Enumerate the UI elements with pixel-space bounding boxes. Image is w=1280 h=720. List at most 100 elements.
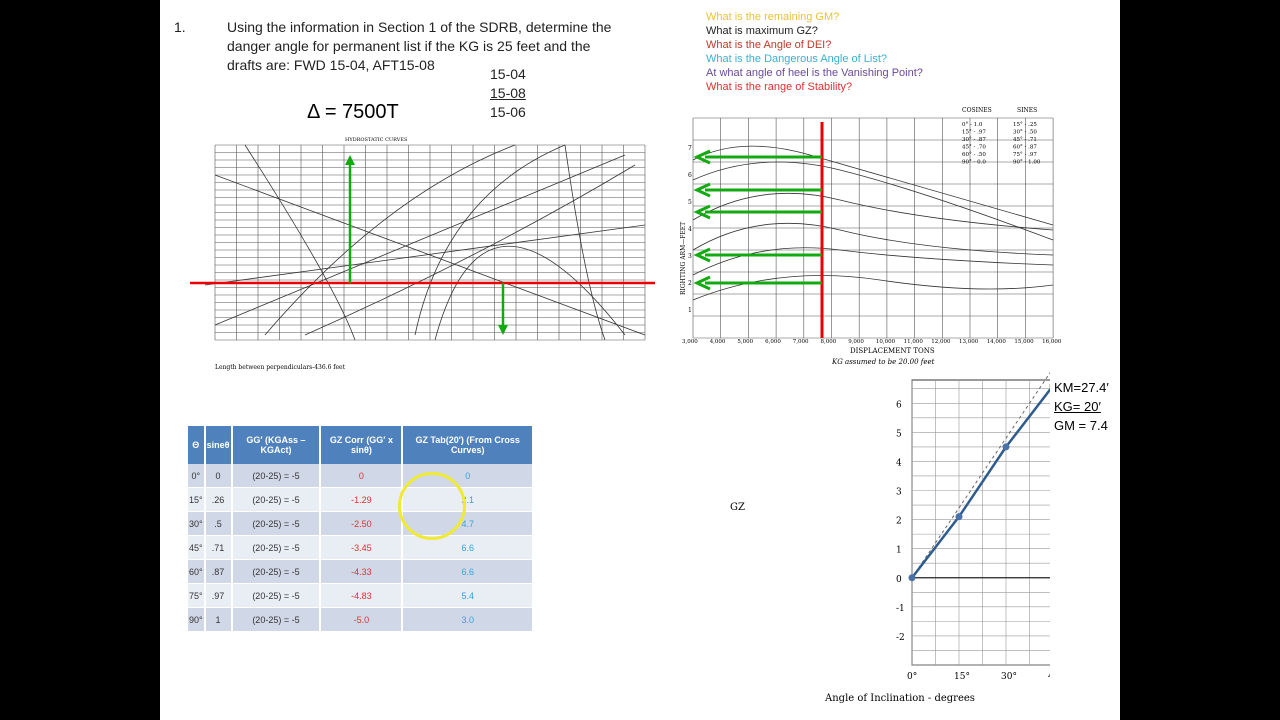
cosine-entry: 90° - 0.0 <box>962 160 986 166</box>
arrow-head-icon <box>693 204 711 220</box>
sine-entry: 60° - .87 <box>1013 145 1037 151</box>
y-tick-label: 1 <box>896 546 902 556</box>
question-item: What is the remaining GM? <box>706 11 840 23</box>
sine-entry: 90° - 1.00 <box>1013 160 1041 166</box>
sine-entry: 30° - .50 <box>1013 130 1037 136</box>
draft-aft: 15-08 <box>490 85 526 101</box>
table-cell: 60° <box>188 559 206 584</box>
table-row: 90° 1 (20-25) = -5 -5.0 3.0 <box>188 607 534 632</box>
problem-text: Using the information in Section 1 of th… <box>227 18 647 75</box>
problem-line: danger angle for permanent list if the K… <box>227 38 591 54</box>
table-cell: 30° <box>188 511 206 536</box>
table-row: 30° .5 (20-25) = -5 -2.50 4.7 <box>188 511 534 536</box>
x-tick-label: 11,000 <box>904 339 924 345</box>
x-tick-label: 45° <box>1048 672 1050 682</box>
x-tick-label: 15° <box>954 672 970 682</box>
table-cell: -1.29 <box>320 487 404 512</box>
arrow-head-icon <box>693 275 711 291</box>
table-cell: 6.6 <box>402 535 534 560</box>
table-cell: 90° <box>188 607 206 632</box>
cross-ylabel: RIGHTING ARM—FEET <box>680 222 687 295</box>
sine-entry: 15° - .25 <box>1013 122 1037 128</box>
table-cell: 6.6 <box>402 559 534 584</box>
x-tick-label: 30° <box>1001 672 1017 682</box>
table-cell: -2.50 <box>320 511 404 536</box>
x-tick-label: 5,000 <box>737 339 753 345</box>
table-row: 75° .97 (20-25) = -5 -4.83 5.4 <box>188 583 534 608</box>
column-header: GG′ (KGAss – KGAct) <box>231 426 322 464</box>
x-tick-label: 13,000 <box>959 339 979 345</box>
y-tick-label: 3 <box>688 253 692 260</box>
table-cell: 0 <box>204 464 233 488</box>
table-cell: .87 <box>204 559 233 584</box>
sine-entry: 75° - .97 <box>1013 152 1037 158</box>
x-tick-label: 8,000 <box>821 339 837 345</box>
y-tick-label: 4 <box>896 458 902 468</box>
table-row: 0° 0 (20-25) = -5 0 0 <box>188 464 534 488</box>
problem-line: Using the information in Section 1 of th… <box>227 19 612 35</box>
table-cell: 5.4 <box>402 583 534 608</box>
question-item: What is the Dangerous Angle of List? <box>706 53 887 65</box>
table-cell: .5 <box>204 511 233 536</box>
column-header: sineθ <box>204 426 233 464</box>
table-cell: .97 <box>204 583 233 608</box>
question-item: What is the range of Stability? <box>706 81 853 93</box>
y-tick-label: -1 <box>896 604 905 614</box>
problem-number: 1. <box>174 19 186 35</box>
gz-data-point <box>908 574 916 582</box>
table-cell: 45° <box>188 535 206 560</box>
table-cell: 75° <box>188 583 206 608</box>
y-tick-label: -2 <box>896 633 905 643</box>
x-tick-label: 16,000 <box>1042 339 1062 345</box>
y-tick-label: 7 <box>688 145 692 152</box>
table-cell: 3.0 <box>402 607 534 632</box>
problem-line: drafts are: FWD 15-04, AFT15-08 <box>227 57 435 73</box>
x-tick-label: 15,000 <box>1014 339 1034 345</box>
y-tick-label: 5 <box>896 429 902 439</box>
table-row: 15° .26 (20-25) = -5 -1.29 2.1 <box>188 487 534 512</box>
table-cell: -5.0 <box>320 607 404 632</box>
y-tick-label: 4 <box>688 226 692 233</box>
x-tick-label: 0° <box>907 672 917 682</box>
x-tick-label: 4,000 <box>710 339 726 345</box>
table-cell: (20-25) = -5 <box>231 487 322 512</box>
cosines-title: COSINES <box>962 107 992 114</box>
table-cell: (20-25) = -5 <box>231 464 322 488</box>
column-header: GZ Tab(20′) (From Cross Curves) <box>402 426 534 464</box>
gm-value: GM = 7.4 <box>1054 418 1108 433</box>
table-cell: -4.33 <box>320 559 404 584</box>
gz-data-point <box>1049 384 1050 388</box>
gz-ylabel: GZ <box>730 502 745 513</box>
table-cell: (20-25) = -5 <box>231 511 322 536</box>
arrow-head-icon <box>498 325 508 335</box>
hydrostatic-title: HYDROSTATIC CURVES <box>345 137 408 143</box>
y-tick-label: 5 <box>688 199 692 206</box>
table-cell: (20-25) = -5 <box>231 583 322 608</box>
cosine-entry: 30° - .87 <box>962 137 986 143</box>
draft-calc: 15-04 15-08 15-06 <box>490 65 526 122</box>
table-cell: (20-25) = -5 <box>231 607 322 632</box>
y-tick-label: 6 <box>896 400 902 410</box>
gz-data-point <box>1002 443 1010 451</box>
sine-entry: 45° - .71 <box>1013 137 1037 143</box>
column-header: GZ Corr (GG′ x sinθ) <box>320 426 404 464</box>
x-tick-label: 7,000 <box>793 339 809 345</box>
question-item: What is maximum GZ? <box>706 25 818 37</box>
displacement: Δ = 7500T <box>307 101 399 123</box>
column-header: Θ <box>188 426 206 464</box>
cosine-entry: 60° - .50 <box>962 152 986 158</box>
y-tick-label: 6 <box>688 172 692 179</box>
cross-xlabel: DISPLACEMENT TONS <box>850 347 935 355</box>
stability-stats: KM=27.4′ KG= 20′ GM = 7.4 <box>1054 378 1109 435</box>
table-cell: .26 <box>204 487 233 512</box>
table-row: 45° .71 (20-25) = -5 -3.45 6.6 <box>188 535 534 560</box>
x-tick-label: 12,000 <box>931 339 951 345</box>
gz-xlabel: Angle of Inclination - degrees <box>824 693 975 704</box>
gm-tangent-line <box>911 371 1050 579</box>
y-tick-label: 2 <box>896 517 902 527</box>
table-cell: 15° <box>188 487 206 512</box>
table-cell: (20-25) = -5 <box>231 535 322 560</box>
x-tick-label: 10,000 <box>876 339 896 345</box>
km-value: KM=27.4′ <box>1054 380 1109 395</box>
